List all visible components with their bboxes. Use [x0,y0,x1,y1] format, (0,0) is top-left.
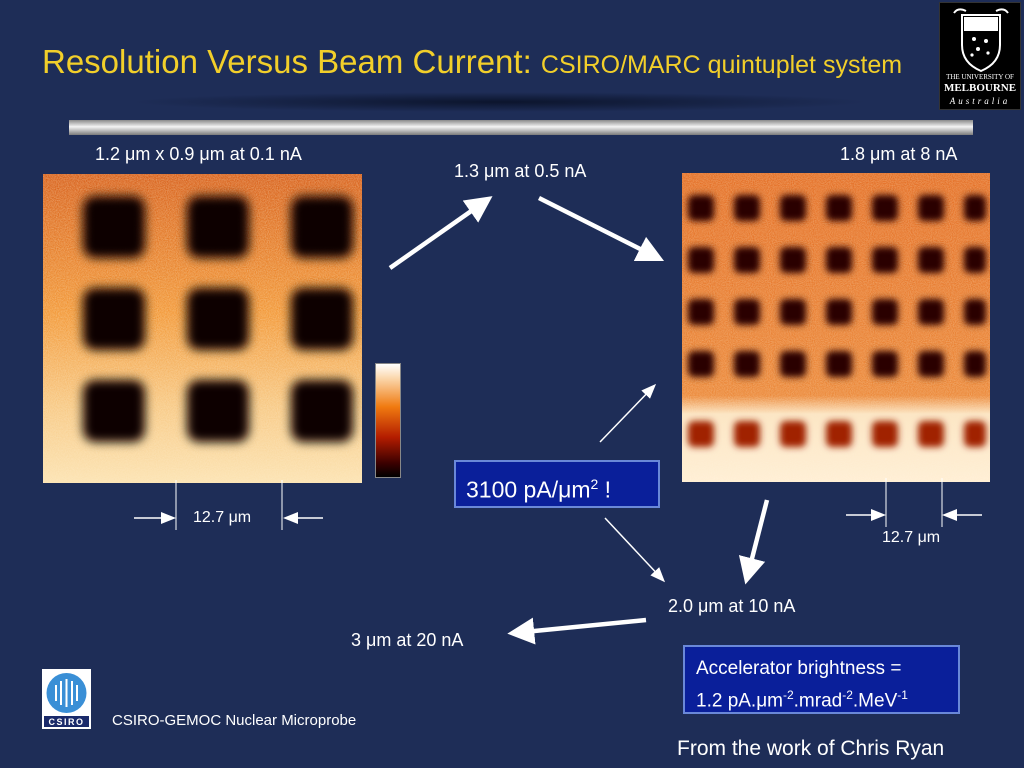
brightness-value: 3100 pA/μm [466,476,591,503]
brightness-tail: ! [598,476,612,503]
arrow-box-to-right [599,383,657,443]
arrow-bottom-to-left [507,617,647,645]
svg-text:CSIRO: CSIRO [48,717,84,727]
csiro-caption: CSIRO-GEMOC Nuclear Microprobe [112,712,357,729]
crest-icon [953,8,1009,73]
right-scale-marker [846,478,982,527]
logo-line3: Australia [949,96,1011,106]
left-scale-marker [134,480,323,530]
credit-text: From the work of Chris Ryan [677,737,945,760]
logo-line2: MELBOURNE [943,82,1017,94]
label-20na: 3 μm at 20 nA [351,630,464,650]
title-main: Resolution Versus Beam Current: [42,43,532,80]
right-scale-label: 12.7 μm [882,529,941,546]
university-melbourne-logo: THE UNIVERSITY OF MELBOURNE Australia [939,2,1021,110]
arrow-box-to-bottom [604,517,666,583]
right-grid-image [682,173,990,482]
accelerator-line1: Accelerator brightness = [696,658,902,679]
arrow-top-to-right [537,195,665,262]
accelerator-brightness-box: Accelerator brightness = 1.2 pA.μm-2.mra… [683,645,960,714]
right-image-label: 1.8 μm at 8 nA [840,144,958,164]
arrow-left-to-top [388,196,493,270]
label-10na: 2.0 μm at 10 nA [668,596,796,616]
brightness-box: 3100 pA/μm2 ! [454,460,660,508]
csiro-logo: CSIRO [42,669,91,729]
left-grid-image [43,174,362,483]
logo-line1: THE UNIVERSITY OF [946,73,1014,81]
slide-title: Resolution Versus Beam Current: CSIRO/MA… [42,40,902,87]
title-sub: CSIRO/MARC quintuplet system [540,51,903,79]
left-scale-label: 12.7 μm [193,509,252,526]
left-image-label: 1.2 μm x 0.9 μm at 0.1 nA [95,144,302,164]
label-0-5na: 1.3 μm at 0.5 nA [454,161,587,181]
title-shadow [130,92,870,112]
accelerator-line2: 1.2 pA.μm-2.mrad-2.MeV-1 [696,688,908,712]
arrow-right-to-bottom [738,499,770,585]
divider-bar [69,120,973,135]
color-scale-bar [375,363,401,478]
brightness-sup: 2 [590,476,599,492]
